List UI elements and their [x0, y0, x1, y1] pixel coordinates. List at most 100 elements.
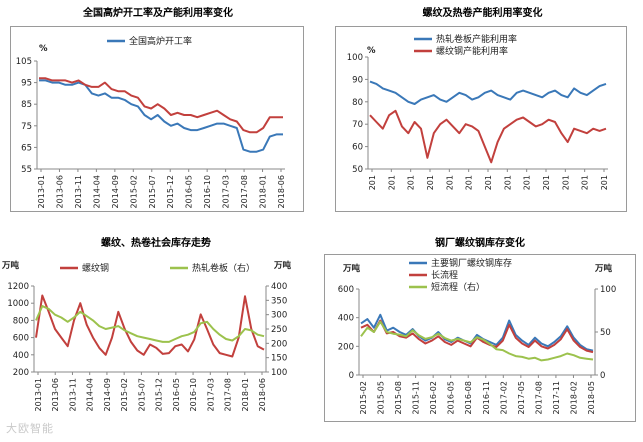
x-tick-label: 2014-04 — [92, 175, 101, 208]
x-tick-label: 2015-02 — [359, 381, 368, 414]
chart-frame: 200 400 600 800 1000 1200 100 150 200 250 300 350 40… — [0, 254, 312, 420]
y-tick-label: 55 — [21, 165, 32, 175]
x-tick-label: 2013-06 — [55, 175, 64, 208]
chart-title: 全国高炉开工率及产能利用率变化 — [83, 8, 233, 19]
y-tick-label: 95 — [21, 79, 32, 89]
y2-tick-label: 0 — [600, 371, 605, 381]
y-tick-label: 0 — [349, 371, 354, 381]
x-tick-label: 201 — [581, 175, 590, 190]
y-axis-unit: 万吨 — [1, 260, 20, 271]
x-tick-label: 2018-06 — [258, 378, 267, 411]
y2-tick-label: 250 — [271, 325, 287, 335]
series-line — [369, 109, 607, 164]
x-tick-label: 2013-01 — [34, 378, 43, 411]
y2-tick-label: 150 — [271, 354, 287, 364]
series-line — [360, 320, 594, 362]
y-tick-label: 50 — [352, 165, 363, 175]
y-tick-label: 200 — [338, 342, 354, 352]
x-tick-label: 201 — [561, 175, 570, 190]
x-tick-label: 2016-10 — [203, 175, 212, 208]
x-tick-label: 2016-02 — [429, 381, 438, 414]
series-line — [369, 80, 607, 105]
series-line — [39, 79, 283, 153]
chart-title: 钢厂螺纹钢库存变化 — [435, 238, 525, 249]
x-tick-label: 2017-11 — [552, 381, 561, 414]
x-tick-label: 2016-05 — [185, 175, 194, 208]
x-tick-label: 201 — [426, 175, 435, 190]
legend-label: 全国高炉开工率 — [129, 35, 192, 47]
x-tick-label: 2013-01 — [37, 175, 46, 208]
y2-tick-label: 200 — [271, 339, 287, 349]
chart-panel-blast-furnace: 全国高炉开工率及产能利用率变化 55 65 75 85 95 105% 2013-01 201… — [8, 0, 308, 215]
chart-frame: 55 65 75 85 95 105% 2013-01 2013-06 2013-11 2014-… — [10, 26, 304, 212]
y2-tick-label: 50 — [600, 328, 611, 338]
y-tick-label: 90 — [352, 75, 363, 85]
y2-tick-label: 350 — [271, 296, 287, 306]
x-tick-label: 2017-08 — [240, 175, 249, 208]
x-tick-label: 2015-11 — [412, 381, 421, 414]
y-tick-label: 1000 — [7, 299, 29, 309]
legend-label: 短流程（右） — [431, 281, 485, 293]
chart-frame: 50 60 70 80 90 100% 201 201 201 201 201 201 201 201 20… — [335, 26, 627, 212]
chart-svg: 55 65 75 85 95 105% 2013-01 2013-06 2013-11 2014-… — [16, 35, 286, 208]
y-axis-unit: 万吨 — [342, 263, 361, 274]
x-tick-label: 2015-12 — [166, 175, 175, 208]
x-tick-label: 2016-08 — [464, 381, 473, 414]
x-tick-label: 2016-11 — [482, 381, 491, 414]
chart-svg: 0 200 400 600 0 50 100 万吨 万吨 2015-02 2015-05 2015-0… — [338, 257, 616, 414]
x-tick-label: 2018-06 — [277, 175, 286, 208]
y-tick-label: 200 — [13, 368, 29, 378]
x-tick-label: 2014-09 — [103, 378, 112, 411]
chart-svg: 200 400 600 800 1000 1200 100 150 200 250 300 350 40… — [1, 260, 292, 411]
x-tick-label: 2013-11 — [68, 378, 77, 411]
series-line — [35, 305, 265, 343]
x-tick-label: 2013-06 — [51, 378, 60, 411]
chart-panel-capacity-utilization: 螺纹及热卷产能利用率变化 50 60 70 80 90 100% 201 201 201 201 2… — [330, 0, 635, 215]
legend-label: 热轧卷板（右） — [192, 262, 255, 274]
watermark-text: 大欧智能 — [6, 422, 54, 435]
y2-tick-label: 400 — [271, 282, 287, 292]
y-tick-label: 70 — [352, 120, 363, 130]
x-tick-label: 201 — [600, 175, 609, 190]
chart-svg: 50 60 70 80 90 100% 201 201 201 201 201 201 201 201 20… — [347, 33, 609, 190]
x-tick-label: 2018-05 — [587, 381, 596, 414]
x-tick-label: 2015-05 — [377, 381, 386, 414]
y-axis-unit: % — [39, 44, 48, 54]
x-tick-label: 2016-05 — [172, 378, 181, 411]
y-tick-label: 600 — [338, 285, 354, 295]
x-tick-label: 2015-02 — [129, 175, 138, 208]
legend-label: 螺纹钢 — [82, 262, 109, 274]
x-tick-label: 2014-09 — [111, 175, 120, 208]
x-tick-label: 2016-05 — [447, 381, 456, 414]
y2-tick-label: 300 — [271, 311, 287, 321]
chart-panel-social-inventory: 螺纹、热卷社会库存走势 200 400 600 800 1000 1200 100 150 20… — [0, 228, 312, 422]
x-tick-label: 2018-01 — [259, 175, 268, 208]
y2-axis-unit: 万吨 — [594, 263, 613, 274]
series-line — [39, 77, 283, 134]
x-tick-label: 2017-08 — [224, 378, 233, 411]
y-axis-unit: % — [367, 46, 376, 56]
y2-tick-label: 100 — [271, 368, 287, 378]
x-tick-label: 2015-12 — [155, 378, 164, 411]
legend-label: 螺纹钢产能利用率 — [436, 45, 508, 57]
x-tick-label: 2016-10 — [189, 378, 198, 411]
x-tick-label: 2017-02 — [499, 381, 508, 414]
x-tick-label: 2018-02 — [569, 381, 578, 414]
x-tick-label: 201 — [465, 175, 474, 190]
x-tick-label: 2013-11 — [74, 175, 83, 208]
x-tick-label: 2014-04 — [86, 378, 95, 411]
x-tick-label: 201 — [523, 175, 532, 190]
legend-label: 主要钢厂螺纹钢库存 — [431, 257, 512, 269]
chart-frame: 0 200 400 600 0 50 100 万吨 万吨 2015-02 2015-05 2015-0… — [324, 254, 636, 422]
series-line — [360, 313, 594, 352]
x-tick-label: 2015-02 — [120, 378, 129, 411]
y-tick-label: 400 — [338, 314, 354, 324]
x-tick-label: 201 — [407, 175, 416, 190]
chart-title: 螺纹、热卷社会库存走势 — [101, 238, 211, 249]
legend-label: 长流程 — [431, 269, 458, 281]
series-line — [35, 294, 265, 358]
x-tick-label: 201 — [368, 175, 377, 190]
legend-label: 热轧卷板产能利用率 — [436, 33, 517, 45]
y-tick-label: 600 — [13, 334, 29, 344]
x-tick-label: 2017-05 — [517, 381, 526, 414]
